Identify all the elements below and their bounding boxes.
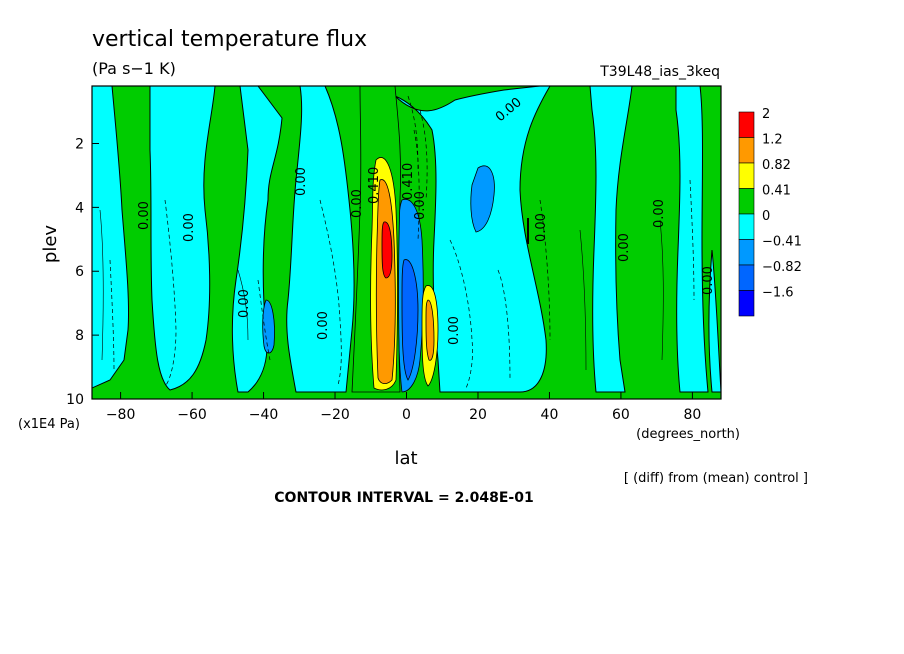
x-tick-label: −20 bbox=[320, 407, 350, 423]
negative-strong-regions bbox=[401, 259, 419, 381]
legend-swatch bbox=[738, 137, 755, 164]
contour-interval: CONTOUR INTERVAL = 2.048E-01 bbox=[274, 490, 533, 506]
contour-label: 0.00 bbox=[316, 311, 331, 340]
x-units-label: (degrees_north) bbox=[636, 427, 740, 442]
solid-contours bbox=[99, 209, 664, 371]
legend-label: −1.6 bbox=[762, 286, 794, 301]
x-tick-label: 20 bbox=[469, 407, 487, 423]
contour-labels: 0.00 0.00 0.00 0.00 0.00 0.00 0.410 0.41… bbox=[137, 95, 716, 345]
contour-label: 0.00 bbox=[294, 167, 309, 196]
legend-swatch bbox=[738, 188, 755, 215]
contour-label: 0.00 bbox=[447, 316, 462, 345]
y-tick-label: 10 bbox=[66, 392, 84, 408]
y-tick-label: 8 bbox=[75, 328, 84, 344]
contour-label: 0.410 bbox=[367, 167, 382, 204]
contour-label: 0.00 bbox=[534, 213, 549, 242]
contour-label: 0.00 bbox=[182, 213, 197, 242]
contour-label: 0.00 bbox=[652, 199, 667, 228]
legend-label: 2 bbox=[762, 107, 770, 122]
legend-label: −0.82 bbox=[762, 260, 802, 275]
chart-units: (Pa s−1 K) bbox=[92, 59, 176, 78]
positive-regions bbox=[351, 86, 439, 393]
colorbar-legend: 2 1.2 0.82 0.41 0 −0.41 −0.82 −1.6 bbox=[738, 107, 802, 317]
legend-label: 1.2 bbox=[762, 133, 783, 148]
x-axis-label: lat bbox=[394, 448, 417, 469]
x-tick-label: −40 bbox=[249, 407, 279, 423]
contour-label: 0.00 bbox=[701, 266, 716, 295]
y-axis-label: plev bbox=[40, 225, 61, 264]
y-units-label: (x1E4 Pa) bbox=[18, 417, 80, 432]
x-axis: −80 −60 −40 −20 0 20 40 60 80 bbox=[106, 392, 701, 423]
contour-label: 0.00 bbox=[137, 201, 152, 230]
legend-label: 0.41 bbox=[762, 184, 791, 199]
legend-label: 0 bbox=[762, 209, 770, 224]
legend-swatch bbox=[738, 111, 755, 138]
x-tick-label: 80 bbox=[683, 407, 701, 423]
contour-label: 0.00 bbox=[413, 191, 428, 220]
plot-area: 0.00 0.00 0.00 0.00 0.00 0.00 0.410 0.41… bbox=[91, 85, 722, 400]
legend-swatch bbox=[738, 239, 755, 266]
chart-title: vertical temperature flux bbox=[92, 27, 367, 52]
legend-label: 0.82 bbox=[762, 158, 791, 173]
legend-swatch bbox=[738, 213, 755, 240]
diff-note: [ (diff) from (mean) control ] bbox=[624, 471, 808, 486]
contour-label: 0.00 bbox=[237, 289, 252, 318]
x-tick-label: −60 bbox=[177, 407, 207, 423]
x-tick-label: 0 bbox=[402, 407, 411, 423]
x-tick-label: 60 bbox=[612, 407, 630, 423]
contour-label: 0.00 bbox=[350, 189, 365, 218]
run-name: T39L48_ias_3keq bbox=[599, 64, 720, 80]
legend-swatch bbox=[738, 162, 755, 189]
negative-weak-regions bbox=[92, 86, 721, 393]
contour-label: 0.00 bbox=[617, 233, 632, 262]
y-tick-label: 6 bbox=[75, 264, 84, 280]
x-tick-label: 40 bbox=[541, 407, 559, 423]
legend-swatch bbox=[738, 290, 755, 317]
legend-label: −0.41 bbox=[762, 235, 802, 250]
y-tick-label: 4 bbox=[75, 200, 84, 216]
y-axis: 2 4 6 8 10 bbox=[66, 136, 99, 408]
x-tick-label: −80 bbox=[106, 407, 136, 423]
dashed-contours bbox=[109, 95, 695, 389]
legend-swatch bbox=[738, 264, 755, 291]
y-tick-label: 2 bbox=[75, 136, 84, 152]
contour-label: 0.410 bbox=[401, 163, 416, 200]
